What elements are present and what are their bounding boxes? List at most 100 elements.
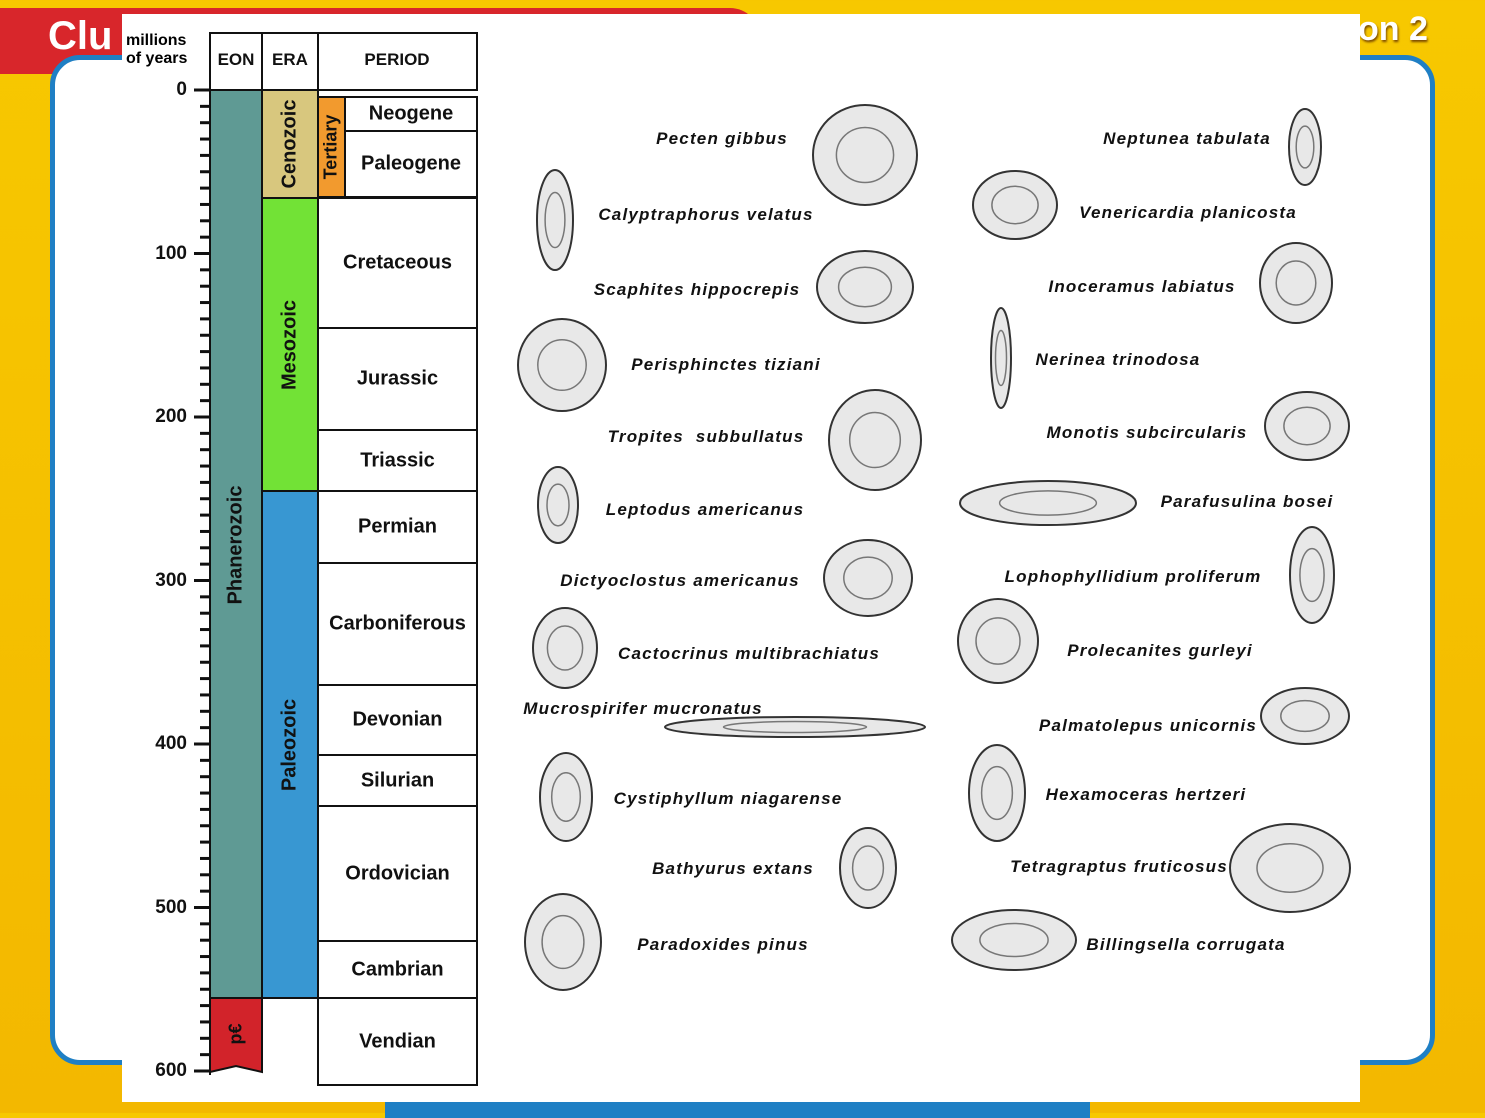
period-cell <box>344 130 478 198</box>
age-label: 0 <box>176 79 187 100</box>
fossil-sketch <box>959 480 1137 526</box>
period-label: Carboniferous <box>329 612 466 635</box>
fossil-sketch-detail <box>837 266 893 308</box>
header-label: millions of years <box>126 32 188 67</box>
header-cell <box>261 32 319 91</box>
fossil-label: Lophophyllidium proliferum <box>1004 567 1262 586</box>
fossil-label: Tropites subbullatus <box>607 427 805 446</box>
fossil-label: Tetragraptus fruticosus <box>1010 857 1228 876</box>
fossil-sketch-detail <box>991 185 1039 225</box>
fossil-label: Neptunea tabulata <box>1103 129 1271 148</box>
fossil-label: Monotis subcircularis <box>1046 423 1248 442</box>
fossil-sketch-detail <box>994 329 1008 387</box>
period-cell <box>317 997 478 1086</box>
era-label: Cenozoic <box>278 99 301 189</box>
fossil-label: Nerinea trinodosa <box>1035 350 1201 369</box>
fossil-sketch <box>517 318 607 412</box>
fossil-sketch <box>957 598 1039 684</box>
fossil-sketch-detail <box>998 490 1098 516</box>
period-cell <box>317 327 478 431</box>
fossil-sketch-detail <box>541 914 585 970</box>
fossil-sketch-detail <box>1299 547 1325 603</box>
age-label: 500 <box>155 896 187 918</box>
fossil-sketch-detail <box>537 338 587 392</box>
fossil-sketch <box>828 389 922 491</box>
period-label: Silurian <box>360 769 435 791</box>
fossil-sketch-detail <box>546 625 584 671</box>
fossil-sketch-detail <box>546 483 570 527</box>
era-label: Paleozoic <box>278 698 301 791</box>
period-cell <box>317 562 478 686</box>
fossil-sketch <box>537 466 579 544</box>
period-label: Triassic <box>360 449 435 471</box>
subera-label: Tertiary <box>320 114 341 180</box>
fossil-sketch-detail <box>1275 260 1317 306</box>
period-label: Ordovician <box>345 862 450 884</box>
period-cell <box>317 754 478 807</box>
fossil-label: Palmatolepus unicornis <box>1038 716 1258 735</box>
header-label: EON <box>217 50 255 69</box>
fossil-sketch-detail <box>1280 699 1330 733</box>
fossil-label: Bathyurus extans <box>652 859 814 878</box>
fossil-label: Hexamoceras hertzeri <box>1045 785 1247 804</box>
fossil-sketch <box>968 744 1026 842</box>
eon-label: Phanerozoic <box>224 485 247 605</box>
fossil-label: Calyptraphorus velatus <box>598 205 814 224</box>
header-label: ERA <box>272 50 308 69</box>
title-right: on 2 <box>1358 10 1428 48</box>
fossil-sketch <box>839 827 897 909</box>
period-cell <box>317 940 478 999</box>
period-label: Vendian <box>359 1030 436 1052</box>
fossil-label: Perisphinctes tiziani <box>631 355 821 374</box>
fossil-label: Cactocrinus multibrachiatus <box>618 644 880 663</box>
era-label: Mesozoic <box>278 299 301 390</box>
age-label: 100 <box>155 242 187 264</box>
fossil-sketch-detail <box>722 720 868 734</box>
era-bar <box>261 89 319 199</box>
fossil-sketch <box>532 607 598 689</box>
fossil-label: Billingsella corrugata <box>1086 935 1286 954</box>
fossil-label: Paradoxides pinus <box>637 935 809 954</box>
fossil-sketch-detail <box>843 556 893 600</box>
title-left: Clu <box>48 14 113 58</box>
fossil-sketch-detail <box>550 772 582 822</box>
eon-label: p€ <box>225 1023 246 1045</box>
fossil-label: Venericardia planicosta <box>1079 203 1297 222</box>
fossil-label: Cystiphyllum niagarense <box>613 789 843 808</box>
era-bar <box>261 197 319 492</box>
fossil-sketch-detail <box>1256 843 1324 893</box>
fossil-label: Dictyoclostus americanus <box>560 571 800 590</box>
fossil-label: Parafusulina bosei <box>1160 492 1334 511</box>
fossil-sketch <box>1264 391 1350 461</box>
fossil-sketch <box>990 307 1012 409</box>
fossil-sketch-detail <box>835 126 895 184</box>
period-cell <box>317 429 478 492</box>
header-cell <box>317 32 478 91</box>
fossil-sketch-detail <box>980 765 1014 821</box>
fossil-sketch-detail <box>1283 406 1331 446</box>
period-cell <box>317 490 478 564</box>
period-label: Permian <box>358 515 437 538</box>
fossil-sketch <box>816 250 914 324</box>
period-cell <box>317 684 478 756</box>
fossil-sketch <box>1229 823 1351 913</box>
fossil-label: Leptodus americanus <box>605 500 805 519</box>
fossil-sketch <box>1259 242 1333 324</box>
age-label: 400 <box>155 733 187 754</box>
fossil-sketch-detail <box>979 922 1049 958</box>
fossil-sketch <box>1289 526 1335 624</box>
fossil-sketch <box>1288 108 1322 186</box>
fossil-label: Inoceramus labiatus <box>1048 277 1236 296</box>
period-label: Paleogene <box>360 152 462 175</box>
age-label: 300 <box>155 569 187 591</box>
eon-bar <box>209 89 263 999</box>
period-cell <box>317 805 478 942</box>
fossil-sketch <box>536 169 574 271</box>
fossil-sketch-detail <box>851 845 885 891</box>
fossil-sketch-detail <box>848 411 902 469</box>
fossil-sketch <box>823 539 913 617</box>
fossil-sketch <box>972 170 1058 240</box>
fossil-label: Pecten gibbus <box>656 129 788 148</box>
